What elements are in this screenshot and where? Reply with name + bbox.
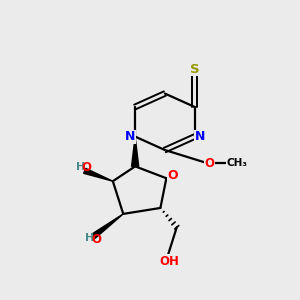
Polygon shape bbox=[92, 214, 123, 238]
Polygon shape bbox=[132, 136, 139, 166]
Text: H: H bbox=[85, 233, 94, 243]
Text: O: O bbox=[204, 157, 214, 170]
Text: H: H bbox=[76, 162, 85, 172]
Text: O: O bbox=[81, 161, 91, 174]
Text: N: N bbox=[124, 130, 135, 143]
Text: O: O bbox=[91, 233, 101, 246]
Polygon shape bbox=[84, 168, 113, 181]
Text: CH₃: CH₃ bbox=[226, 158, 248, 168]
Text: OH: OH bbox=[159, 255, 179, 268]
Text: N: N bbox=[195, 130, 205, 143]
Text: O: O bbox=[168, 169, 178, 182]
Text: S: S bbox=[190, 63, 200, 76]
